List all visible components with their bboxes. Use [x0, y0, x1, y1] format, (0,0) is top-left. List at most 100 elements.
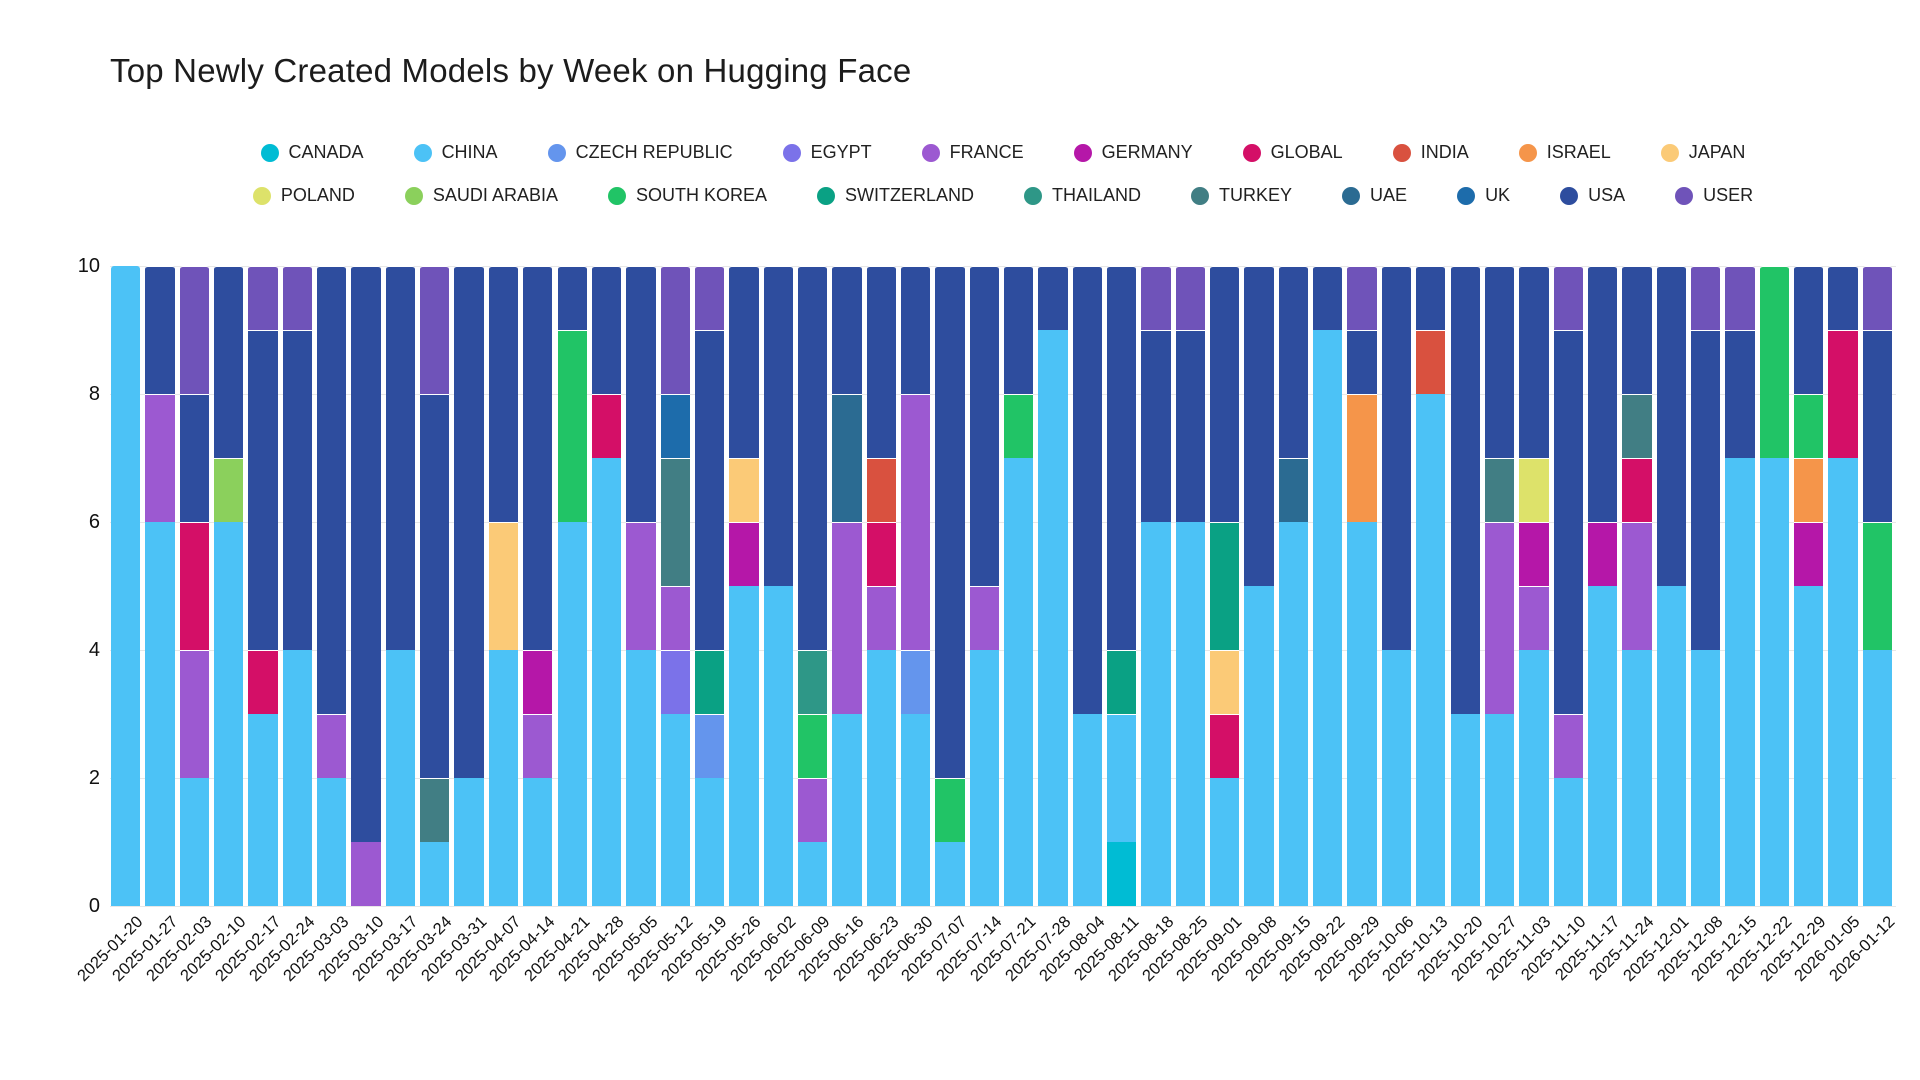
bar-segment-user[interactable]: [179, 266, 210, 394]
bar-segment-china[interactable]: [1175, 522, 1206, 906]
bar-segment-china[interactable]: [385, 650, 416, 906]
bar-segment-usa[interactable]: [1141, 330, 1171, 522]
stacked-bar-2025-08-04[interactable]: [1072, 266, 1103, 906]
bar-segment-usa[interactable]: [1381, 266, 1412, 650]
bar-segment-usa[interactable]: [763, 266, 793, 586]
bar-segment-china[interactable]: [111, 266, 141, 906]
bar-segment-china[interactable]: [1313, 330, 1343, 906]
stacked-bar-2025-09-08[interactable]: [1244, 266, 1274, 906]
bar-segment-usa[interactable]: [797, 266, 828, 650]
stacked-bar-2025-08-25[interactable]: [1175, 266, 1206, 906]
bar-segment-user[interactable]: [1347, 266, 1377, 330]
bar-segment-japan[interactable]: [729, 458, 759, 522]
bar-segment-user[interactable]: [1175, 266, 1206, 330]
bar-segment-canada[interactable]: [1107, 842, 1137, 906]
bar-segment-south-korea[interactable]: [1862, 522, 1892, 650]
bar-segment-turkey[interactable]: [1622, 394, 1652, 458]
bar-segment-poland[interactable]: [1519, 458, 1549, 522]
bar-segment-usa[interactable]: [1828, 266, 1858, 330]
bar-segment-china[interactable]: [1278, 522, 1309, 906]
bar-segment-china[interactable]: [1141, 522, 1171, 906]
bar-segment-france[interactable]: [797, 778, 828, 842]
bar-segment-israel[interactable]: [1347, 394, 1377, 522]
bar-segment-usa[interactable]: [591, 266, 622, 394]
bar-segment-usa[interactable]: [488, 266, 519, 522]
bar-segment-france[interactable]: [832, 522, 862, 714]
bar-segment-china[interactable]: [1484, 714, 1515, 906]
stacked-bar-2025-06-23[interactable]: [866, 266, 896, 906]
bar-segment-china[interactable]: [1244, 586, 1274, 906]
bar-segment-usa[interactable]: [214, 266, 244, 458]
bar-segment-global[interactable]: [179, 522, 210, 650]
legend-item-china[interactable]: CHINA: [413, 142, 498, 163]
stacked-bar-2025-03-17[interactable]: [385, 266, 416, 906]
bar-segment-usa[interactable]: [1107, 266, 1137, 650]
bar-segment-user[interactable]: [1725, 266, 1755, 330]
bar-segment-china[interactable]: [282, 650, 313, 906]
stacked-bar-2025-10-06[interactable]: [1381, 266, 1412, 906]
bar-segment-usa[interactable]: [1038, 266, 1068, 330]
bar-segment-user[interactable]: [660, 266, 690, 394]
stacked-bar-2025-12-15[interactable]: [1725, 266, 1755, 906]
bar-segment-usa[interactable]: [317, 266, 347, 714]
stacked-bar-2025-01-20[interactable]: [111, 266, 141, 906]
stacked-bar-2025-06-09[interactable]: [797, 266, 828, 906]
legend-item-canada[interactable]: CANADA: [260, 142, 364, 163]
stacked-bar-2025-07-14[interactable]: [969, 266, 999, 906]
bar-segment-germany[interactable]: [1519, 522, 1549, 586]
stacked-bar-2025-02-10[interactable]: [214, 266, 244, 906]
bar-segment-china[interactable]: [1622, 650, 1652, 906]
bar-segment-uae[interactable]: [1278, 458, 1309, 522]
stacked-bar-2025-08-18[interactable]: [1141, 266, 1171, 906]
bar-segment-china[interactable]: [454, 778, 484, 906]
bar-segment-china[interactable]: [1450, 714, 1480, 906]
bar-segment-france[interactable]: [317, 714, 347, 778]
stacked-bar-2025-09-29[interactable]: [1347, 266, 1377, 906]
bar-segment-czech-republic[interactable]: [694, 714, 725, 778]
bar-segment-china[interactable]: [797, 842, 828, 906]
bar-segment-usa[interactable]: [1622, 266, 1652, 394]
stacked-bar-2025-07-07[interactable]: [935, 266, 965, 906]
bar-segment-france[interactable]: [969, 586, 999, 650]
legend-item-uk[interactable]: UK: [1457, 185, 1510, 206]
bar-segment-usa[interactable]: [1072, 266, 1103, 714]
bar-segment-china[interactable]: [420, 842, 450, 906]
stacked-bar-2025-02-24[interactable]: [282, 266, 313, 906]
bar-segment-south-korea[interactable]: [1759, 266, 1789, 458]
bar-segment-usa[interactable]: [385, 266, 416, 650]
bar-segment-india[interactable]: [866, 458, 896, 522]
bar-segment-china[interactable]: [626, 650, 656, 906]
bar-segment-china[interactable]: [969, 650, 999, 906]
bar-segment-usa[interactable]: [1793, 266, 1824, 394]
stacked-bar-2025-04-14[interactable]: [523, 266, 553, 906]
bar-segment-usa[interactable]: [1553, 330, 1583, 714]
stacked-bar-2025-12-01[interactable]: [1656, 266, 1686, 906]
bar-segment-usa[interactable]: [1519, 266, 1549, 458]
bar-segment-usa[interactable]: [1210, 266, 1240, 522]
legend-item-user[interactable]: USER: [1675, 185, 1753, 206]
bar-segment-usa[interactable]: [832, 266, 862, 394]
bar-segment-user[interactable]: [420, 266, 450, 394]
bar-segment-usa[interactable]: [969, 266, 999, 586]
bar-segment-usa[interactable]: [1484, 266, 1515, 458]
stacked-bar-2026-01-05[interactable]: [1828, 266, 1858, 906]
bar-segment-china[interactable]: [1416, 394, 1446, 906]
stacked-bar-2025-12-22[interactable]: [1759, 266, 1789, 906]
bar-segment-turkey[interactable]: [420, 778, 450, 842]
bar-segment-france[interactable]: [660, 586, 690, 650]
bar-segment-usa[interactable]: [557, 266, 587, 330]
bar-segment-global[interactable]: [591, 394, 622, 458]
stacked-bar-2025-12-08[interactable]: [1690, 266, 1721, 906]
bar-segment-germany[interactable]: [1793, 522, 1824, 586]
stacked-bar-2025-10-27[interactable]: [1484, 266, 1515, 906]
bar-segment-japan[interactable]: [1210, 650, 1240, 714]
bar-segment-usa[interactable]: [1450, 266, 1480, 714]
bar-segment-usa[interactable]: [523, 266, 553, 650]
bar-segment-egypt[interactable]: [660, 650, 690, 714]
bar-segment-china[interactable]: [1862, 650, 1892, 906]
stacked-bar-2025-02-03[interactable]: [179, 266, 210, 906]
bar-segment-china[interactable]: [145, 522, 175, 906]
stacked-bar-2025-04-21[interactable]: [557, 266, 587, 906]
bar-segment-china[interactable]: [1107, 714, 1137, 842]
bar-segment-uae[interactable]: [832, 394, 862, 522]
